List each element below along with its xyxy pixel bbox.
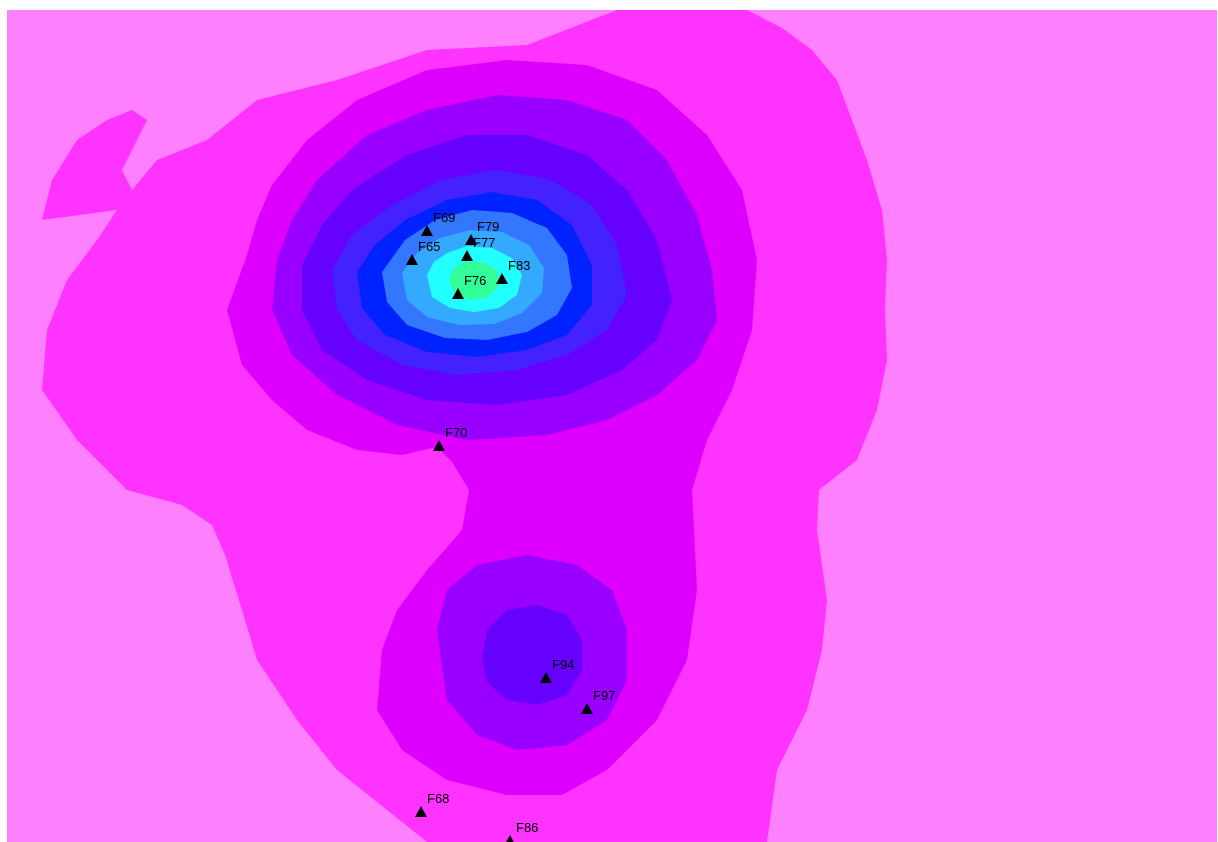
- well-marker-f68-icon: [415, 806, 427, 817]
- well-label-f83: F83: [508, 258, 530, 273]
- well-label-f65: F65: [418, 239, 440, 254]
- well-label-f77: F77: [473, 235, 495, 250]
- well-label-f97: F97: [593, 688, 615, 703]
- well-marker-f77-icon: [461, 250, 473, 261]
- well-label-f76: F76: [464, 273, 486, 288]
- well-marker-f83-icon: [496, 273, 508, 284]
- well-marker-f65-icon: [406, 254, 418, 265]
- well-label-f86: F86: [516, 820, 538, 835]
- well-label-f69: F69: [433, 210, 455, 225]
- well-marker-f86-icon: [506, 835, 514, 842]
- contour-band-10: [449, 262, 499, 300]
- well-marker-f70-icon: [433, 440, 445, 451]
- well-label-f79: F79: [477, 219, 499, 234]
- well-marker-f79-icon: [465, 234, 477, 245]
- well-marker-f69-icon: [421, 225, 433, 236]
- contour-band-4-south: [482, 605, 582, 705]
- well-marker-f94-icon: [540, 672, 552, 683]
- contour-map: F69 F79 F77 F65 F83 F76 F70 F94 F97 F68 F86: [7, 10, 1217, 842]
- well-label-f68: F68: [427, 791, 449, 806]
- well-marker-f76-icon: [452, 288, 464, 299]
- well-marker-f97-icon: [581, 703, 593, 714]
- well-label-f94: F94: [552, 657, 574, 672]
- well-label-f70: F70: [445, 425, 467, 440]
